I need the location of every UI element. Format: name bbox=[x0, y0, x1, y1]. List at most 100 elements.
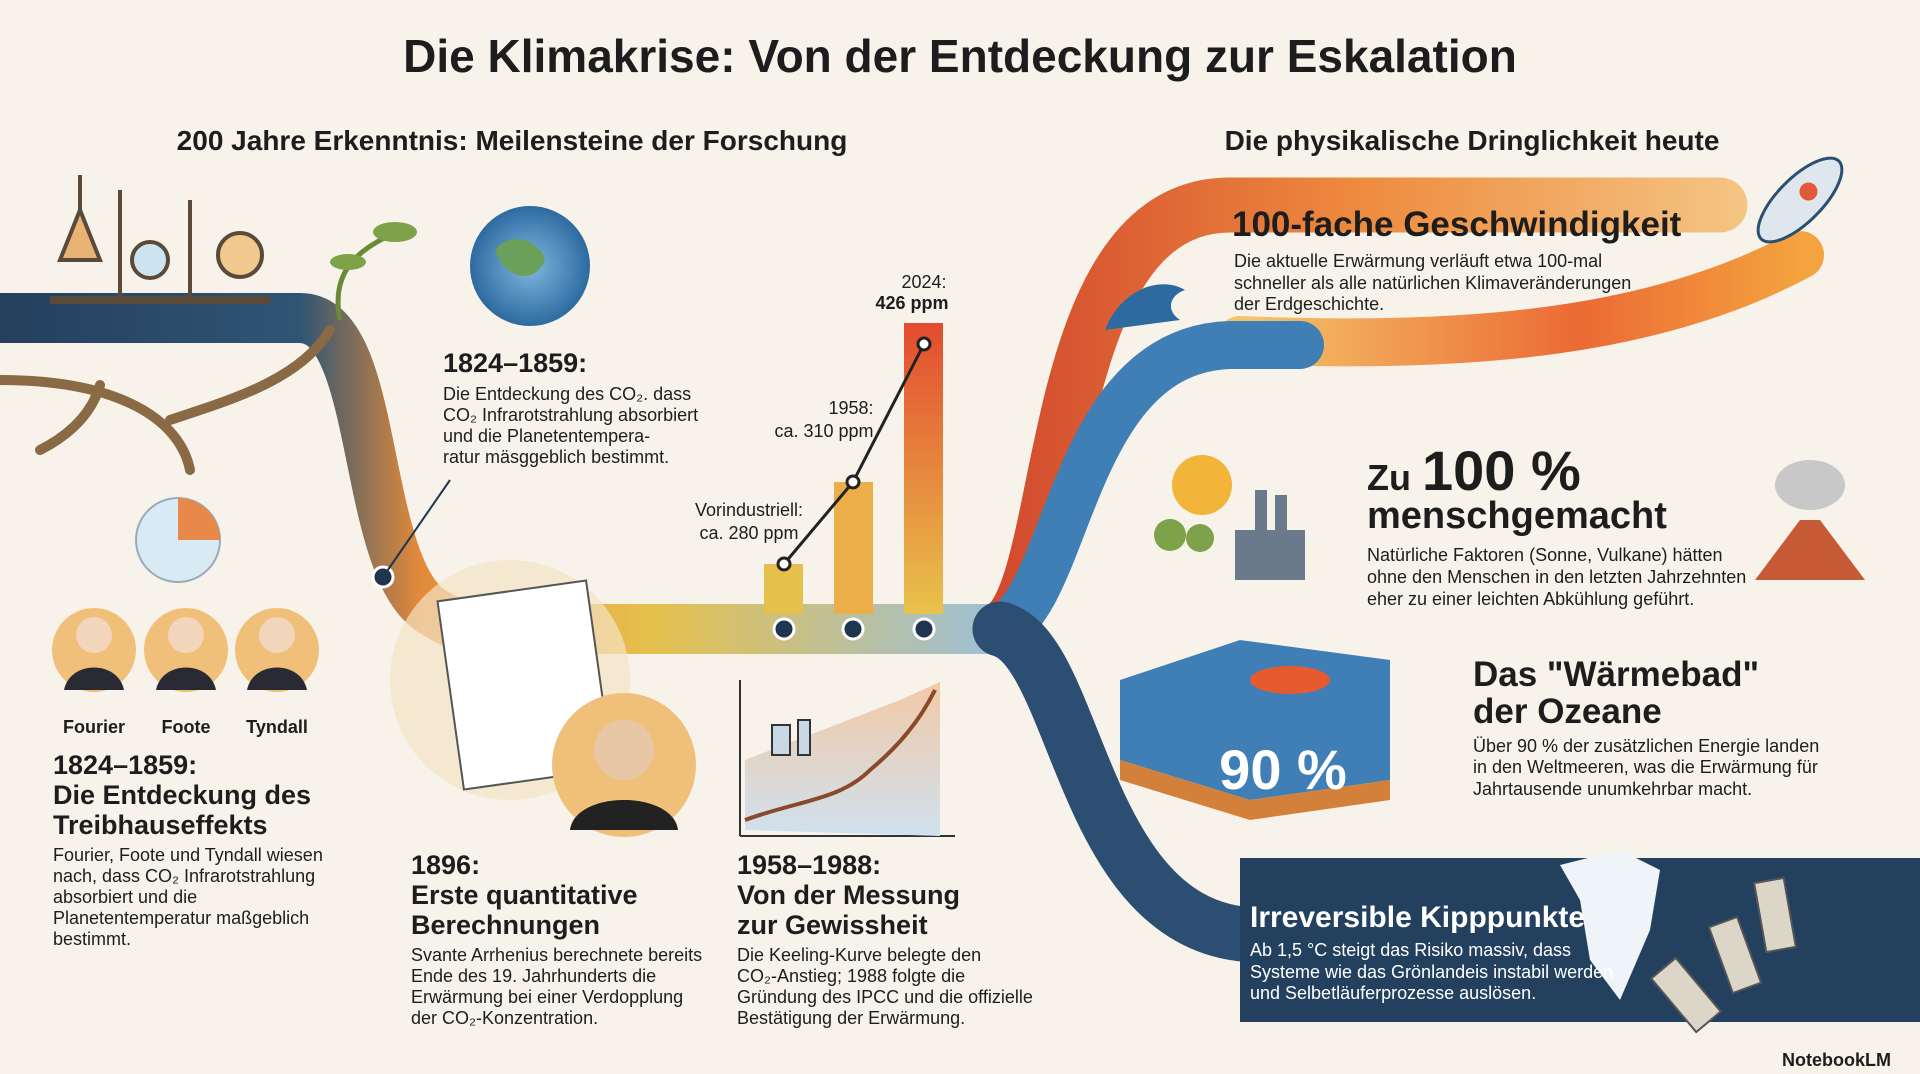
fact-body: schneller als alle natürlichen Klimaverä… bbox=[1234, 273, 1631, 293]
decoration bbox=[1649, 876, 1798, 1034]
decoration bbox=[904, 323, 943, 614]
decoration bbox=[745, 682, 940, 836]
fact-body: Systeme wie das Grönlandeis instabil wer… bbox=[1250, 962, 1613, 982]
fact-body: und Selbetläuferprozesse auslösen. bbox=[1250, 983, 1536, 1003]
callout: 1824–1859: Die Entdeckung des CO₂. dass … bbox=[443, 348, 698, 467]
milestone-title: Erste quantitative bbox=[411, 880, 638, 910]
decoration bbox=[976, 321, 1324, 653]
decoration bbox=[76, 617, 295, 653]
fact-title: der Ozeane bbox=[1473, 692, 1662, 731]
decoration bbox=[1755, 520, 1865, 580]
callout-line: ratur mäsggeblich bestimmt. bbox=[443, 447, 669, 467]
co2-value: ca. 280 ppm bbox=[699, 523, 798, 543]
milestone-date: 1896: bbox=[411, 850, 480, 880]
fact-body: Über 90 % der zusätzlichen Energie lande… bbox=[1473, 736, 1819, 756]
fact-body: Jahrtausende unumkehrbar macht. bbox=[1473, 779, 1752, 799]
decoration bbox=[1250, 666, 1330, 694]
decoration bbox=[168, 617, 204, 653]
milestone-title: Berechnungen bbox=[411, 910, 600, 940]
decoration bbox=[772, 617, 796, 641]
decoration bbox=[1172, 455, 1232, 515]
decoration bbox=[1775, 460, 1845, 510]
decoration bbox=[130, 240, 170, 280]
decoration bbox=[1154, 519, 1186, 551]
decoration bbox=[1756, 156, 1844, 244]
decoration bbox=[776, 556, 792, 572]
decoration bbox=[776, 336, 932, 572]
title: Die Klimakrise: Von der Entdeckung zur E… bbox=[403, 30, 1517, 82]
decoration bbox=[64, 667, 124, 690]
co2-year: Vorindustriell: bbox=[695, 500, 803, 520]
milestone-title: zur Gewissheit bbox=[737, 910, 928, 940]
decoration bbox=[1105, 284, 1185, 330]
decoration bbox=[57, 204, 103, 262]
decoration bbox=[841, 617, 865, 641]
decoration bbox=[1186, 524, 1214, 552]
decoration bbox=[845, 474, 861, 490]
decoration bbox=[0, 325, 335, 475]
illustrations bbox=[50, 156, 1920, 1034]
decoration bbox=[764, 564, 803, 614]
decoration bbox=[1560, 850, 1660, 1000]
fact-body: Die aktuelle Erwärmung verläuft etwa 100… bbox=[1234, 251, 1602, 271]
decoration bbox=[1120, 760, 1390, 820]
decoration bbox=[1154, 519, 1214, 552]
footer-brand: NotebookLM bbox=[1782, 1050, 1891, 1070]
decoration bbox=[1235, 490, 1305, 580]
decoration bbox=[1752, 876, 1798, 954]
milestone-date: 1824–1859: bbox=[53, 750, 197, 780]
callout-date: 1824–1859: bbox=[443, 348, 587, 378]
milestone-body: bestimmt. bbox=[53, 929, 131, 949]
co2-bars bbox=[764, 323, 943, 614]
fact-title: 100-fache Geschwindigkeit bbox=[1232, 205, 1682, 244]
scientist-name: Fourier bbox=[63, 717, 125, 737]
milestone-body: Ende des 19. Jahrhunderts die bbox=[411, 966, 656, 986]
decoration bbox=[1649, 956, 1723, 1034]
decoration bbox=[1275, 495, 1287, 530]
co2-year: 1958: bbox=[828, 398, 873, 418]
co2-labels: Vorindustriell: ca. 280 ppm 1958: ca. 31… bbox=[695, 272, 949, 543]
fact-speed: 100-fache Geschwindigkeit Die aktuelle E… bbox=[1232, 205, 1682, 314]
milestone-body: Bestätigung der Erwärmung. bbox=[737, 1008, 965, 1028]
timeline-dots bbox=[371, 479, 936, 641]
milestone-title: Von der Messung bbox=[737, 880, 960, 910]
decoration bbox=[570, 800, 678, 830]
decoration bbox=[1235, 530, 1305, 580]
scientist-name: Foote bbox=[162, 717, 211, 737]
fact-body: Ab 1,5 °C steigt das Risiko massiv, dass bbox=[1250, 940, 1571, 960]
decoration bbox=[76, 617, 112, 653]
decoration bbox=[744, 689, 937, 822]
fact-title: Irreversible Kipppunkte bbox=[1250, 901, 1585, 934]
decoration bbox=[1255, 490, 1267, 530]
fact-title: menschgemacht bbox=[1367, 495, 1667, 537]
milestone-body: Svante Arrhenius berechnete bereits bbox=[411, 945, 702, 965]
milestone-body: CO₂-Anstieg; 1988 folgte die bbox=[737, 966, 965, 986]
milestone-body: Fourier, Foote und Tyndall wiesen bbox=[53, 845, 323, 865]
decoration bbox=[1216, 231, 1824, 367]
scientists: Fourier Foote Tyndall bbox=[63, 717, 308, 737]
decoration bbox=[382, 479, 451, 578]
section-heading: 200 Jahre Erkenntnis: Meilensteine der F… bbox=[177, 125, 848, 156]
decoration bbox=[247, 667, 307, 690]
decoration bbox=[771, 724, 791, 756]
co2-year: 2024: bbox=[901, 272, 946, 292]
fact-ocean: Das "Wärmebad" der Ozeane Über 90 % der … bbox=[1219, 655, 1819, 801]
milestone-title: Die Entdeckung des bbox=[53, 780, 311, 810]
callout-line: CO₂ Infrarotstrahlung absorbiert bbox=[443, 405, 698, 425]
milestone-date: 1958–1988: bbox=[737, 850, 881, 880]
fact-body: ohne den Menschen in den letzten Jahrzeh… bbox=[1367, 567, 1746, 587]
milestone-body: der CO₂-Konzentration. bbox=[411, 1008, 598, 1028]
fact-body: Natürliche Faktoren (Sonne, Vulkane) hät… bbox=[1367, 545, 1723, 565]
decoration bbox=[178, 498, 220, 540]
decoration bbox=[216, 231, 264, 279]
milestone-body: Die Keeling-Kurve belegte den bbox=[737, 945, 981, 965]
callout-line: Die Entdeckung des CO₂. dass bbox=[443, 384, 691, 404]
milestone-body: Planetentemperatur maßgeblich bbox=[53, 908, 309, 928]
callout-line: und die Planetentempera- bbox=[443, 426, 650, 446]
scientist-name: Tyndall bbox=[246, 717, 308, 737]
section-heading: Die physikalische Dringlichkeit heute bbox=[1225, 125, 1720, 156]
decoration bbox=[1707, 915, 1763, 995]
decoration bbox=[739, 680, 955, 837]
